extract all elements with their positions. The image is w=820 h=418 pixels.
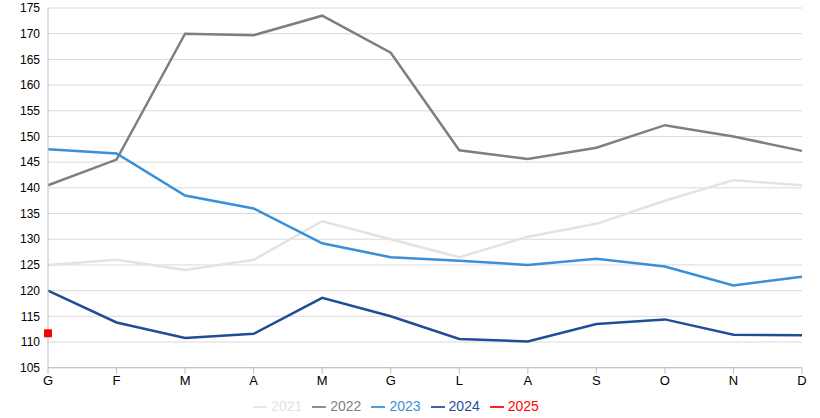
svg-text:160: 160 <box>20 78 40 92</box>
svg-text:115: 115 <box>21 310 40 324</box>
svg-text:150: 150 <box>20 130 40 144</box>
svg-text:105: 105 <box>20 361 40 375</box>
svg-text:175: 175 <box>20 1 40 15</box>
svg-text:A: A <box>249 373 258 388</box>
svg-text:140: 140 <box>20 181 40 195</box>
html-text:2021: 2021 <box>271 397 303 414</box>
svg-text:F: F <box>113 373 121 388</box>
svg-text:A: A <box>523 373 532 388</box>
svg-text:G: G <box>43 373 53 388</box>
html-text:2022: 2022 <box>330 397 362 414</box>
svg-text:170: 170 <box>20 27 40 41</box>
svg-text:M: M <box>180 373 191 388</box>
svg-text:130: 130 <box>20 232 40 246</box>
svg-text:155: 155 <box>20 104 40 118</box>
svg-text:O: O <box>660 373 670 388</box>
svg-text:145: 145 <box>20 155 40 169</box>
svg-text:M: M <box>317 373 328 388</box>
svg-text:N: N <box>729 373 738 388</box>
svg-text:D: D <box>797 373 806 388</box>
svg-text:165: 165 <box>20 53 40 67</box>
svg-text:125: 125 <box>20 258 40 272</box>
svg-text:110: 110 <box>21 335 40 349</box>
html-text:2023: 2023 <box>389 397 421 414</box>
svg-text:135: 135 <box>20 207 40 221</box>
html-text:2025: 2025 <box>507 397 539 414</box>
svg-text:S: S <box>592 373 601 388</box>
svg-text:G: G <box>386 373 396 388</box>
svg-text:L: L <box>456 373 463 388</box>
html-text:2024: 2024 <box>448 397 480 414</box>
svg-text:120: 120 <box>20 284 40 298</box>
